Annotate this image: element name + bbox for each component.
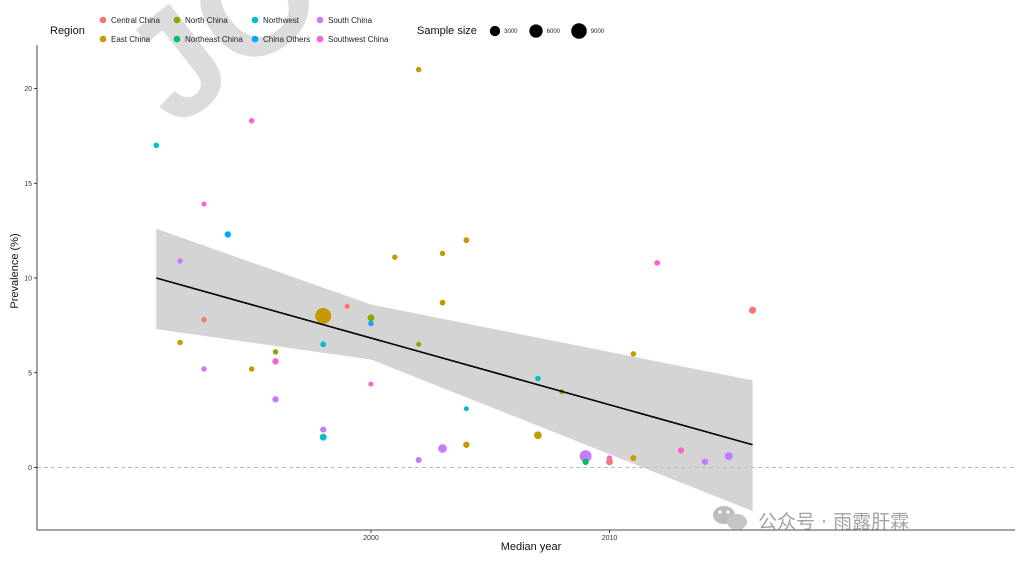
data-point [534,431,542,440]
data-point [392,254,398,260]
legend-swatch [99,16,107,24]
data-point [248,366,255,372]
data-point [367,314,375,322]
data-point [535,375,541,382]
data-point [272,349,279,355]
data-point [272,358,279,365]
legend-swatch [173,35,181,43]
data-point [177,339,183,346]
data-point [177,258,183,264]
legend-label: East China [111,35,151,44]
y-tick-label: 0 [28,465,32,472]
legend-size-label: 9000 [591,29,605,35]
corner-watermark: 公众号 · 雨露肝霖 [713,506,909,533]
x-tick-label: 2000 [363,535,379,542]
data-point [701,458,709,465]
data-point [439,299,446,306]
legend-size-label: 6000 [547,29,561,35]
x-tick-label: 2010 [602,535,618,542]
data-point [344,303,350,309]
data-point [582,458,589,465]
data-point [153,142,160,149]
y-tick-label: 15 [24,181,32,188]
legend-region-title: Region [50,25,85,37]
data-point [606,455,613,461]
legend-size-circle [571,23,587,39]
legend-label: South China [328,16,373,25]
y-tick-label: 10 [24,276,32,283]
y-tick-label: 20 [24,86,32,93]
data-point [201,316,207,323]
data-point [463,406,469,412]
legend-swatch [316,16,324,24]
legend-size-circle [489,25,501,37]
data-point [248,118,255,124]
legend-size-label: 3000 [504,29,518,35]
confidence-band [156,228,753,512]
watermark-text: 公众号 · 雨露肝霖 [758,511,909,533]
legend-label: China Others [263,35,310,44]
legend-swatch [316,35,324,43]
y-tick-label: 5 [28,370,32,377]
data-point [579,450,592,463]
x-axis-title: Median year [501,541,562,553]
data-point [368,381,374,387]
axes: 0 5 10 15 20 2000 2010 [24,45,1015,542]
data-point [272,396,279,403]
data-point [439,250,446,257]
plot-area [37,66,1015,512]
data-point [415,456,422,463]
data-point [438,444,447,453]
data-point [630,351,637,357]
legend-label: Northwest [263,16,300,25]
legend-swatch [251,16,259,24]
data-point [319,433,327,441]
legend-label: Central China [111,16,160,25]
data-point [201,201,207,207]
data-point [415,66,422,73]
trend-line [156,277,753,446]
data-point [315,307,332,324]
legend-swatch [99,35,107,43]
data-point [749,306,757,314]
data-point [630,455,637,461]
wechat-icon [713,506,747,530]
legend-size-title: Sample size [417,25,477,37]
legend-swatch [251,35,259,43]
data-point [724,451,733,461]
data-point [463,237,470,244]
data-point [416,341,422,347]
data-point [320,341,327,348]
legend-size-circle [529,24,543,38]
data-point [677,447,685,454]
y-axis-title: Prevalence (%) [9,233,21,308]
legend-sample-size: Sample size 3000 6000 9000 [417,23,605,39]
data-point [201,366,207,372]
legend-label: North China [185,16,228,25]
data-point [224,231,232,238]
legend-label: Northeast China [185,35,243,44]
legend-swatch [173,16,181,24]
data-point [463,441,470,448]
legend-region: Region Central China East China North Chin… [50,16,389,44]
legend-label: Southwest China [328,35,389,44]
data-point [654,259,661,266]
data-point [368,320,374,327]
data-point [320,426,327,433]
